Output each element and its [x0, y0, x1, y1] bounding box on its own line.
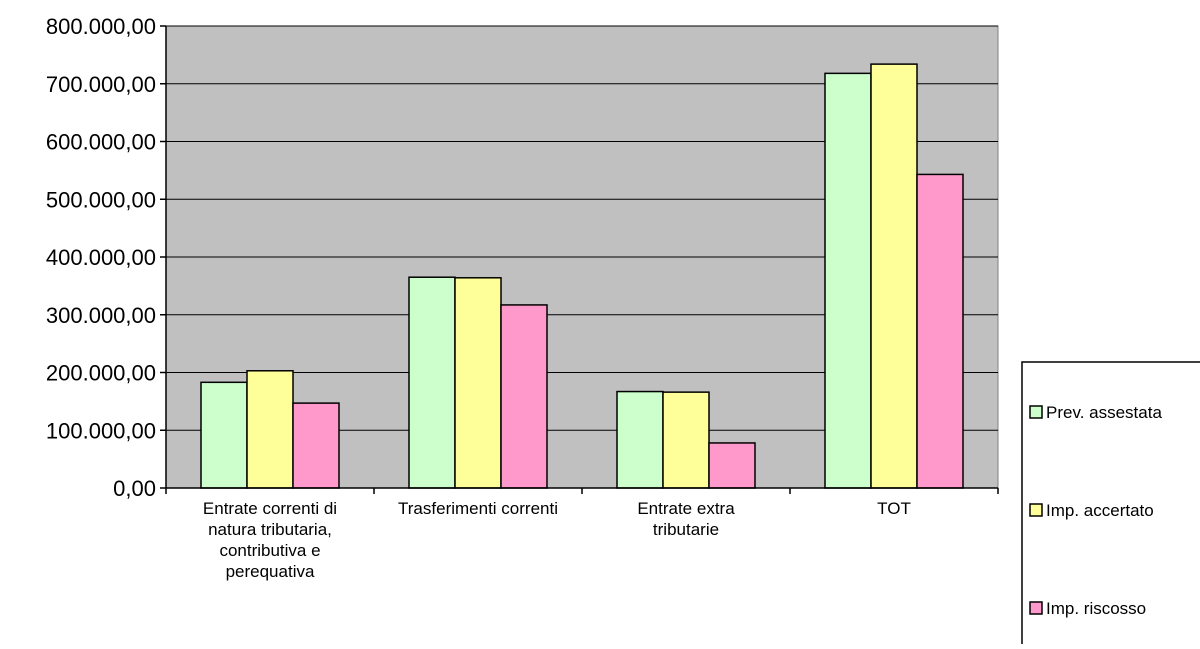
y-tick-label: 500.000,00 [46, 187, 156, 212]
legend-label: Imp. riscosso [1046, 599, 1146, 618]
legend-frame [1021, 361, 1200, 649]
legend-swatch [1029, 503, 1043, 517]
y-tick-label: 600.000,00 [46, 130, 156, 155]
y-tick-labels: 0,00 100.000,00 200.000,00 300.000,00 400.00… [46, 14, 156, 501]
bar-prev-assestata [408, 276, 456, 489]
bar-imp-accertato [454, 277, 502, 489]
y-tick-label: 100.000,00 [46, 418, 156, 443]
bar-imp-riscosso [916, 173, 964, 489]
bar-imp-riscosso [292, 402, 340, 489]
legend-label: Imp. accertato [1046, 501, 1154, 520]
y-tick-label: 700.000,00 [46, 72, 156, 97]
bar-prev-assestata [200, 381, 248, 489]
legend-swatch [1029, 405, 1043, 419]
legend-swatch [1029, 601, 1043, 615]
bar-imp-accertato [662, 391, 710, 489]
bars [200, 63, 964, 489]
legend: Prev. assestata Imp. accertato Imp. riscos… [1021, 361, 1200, 649]
axes [160, 25, 999, 494]
x-tick-label: Entrate extra tributarie [637, 499, 735, 539]
x-tick-labels: Entrate correnti di natura tributaria, con… [203, 499, 911, 581]
legend-label: Prev. assestata [1046, 403, 1162, 422]
bar-prev-assestata [616, 390, 664, 489]
x-tick-label: Entrate correnti di natura tributaria, con… [203, 499, 337, 581]
bar-imp-riscosso [708, 442, 756, 489]
y-tick-label: 400.000,00 [46, 245, 156, 270]
y-tick-label: 0,00 [113, 476, 156, 501]
bar-imp-accertato [246, 370, 294, 489]
y-tick-label: 300.000,00 [46, 303, 156, 328]
bar-imp-accertato [870, 63, 918, 489]
bar-prev-assestata [824, 72, 872, 489]
y-tick-label: 200.000,00 [46, 361, 156, 386]
bar-imp-riscosso [500, 304, 548, 489]
x-tick-label: TOT [877, 499, 911, 518]
y-tick-label: 800.000,00 [46, 14, 156, 39]
x-tick-label: Trasferimenti correnti [398, 499, 558, 518]
